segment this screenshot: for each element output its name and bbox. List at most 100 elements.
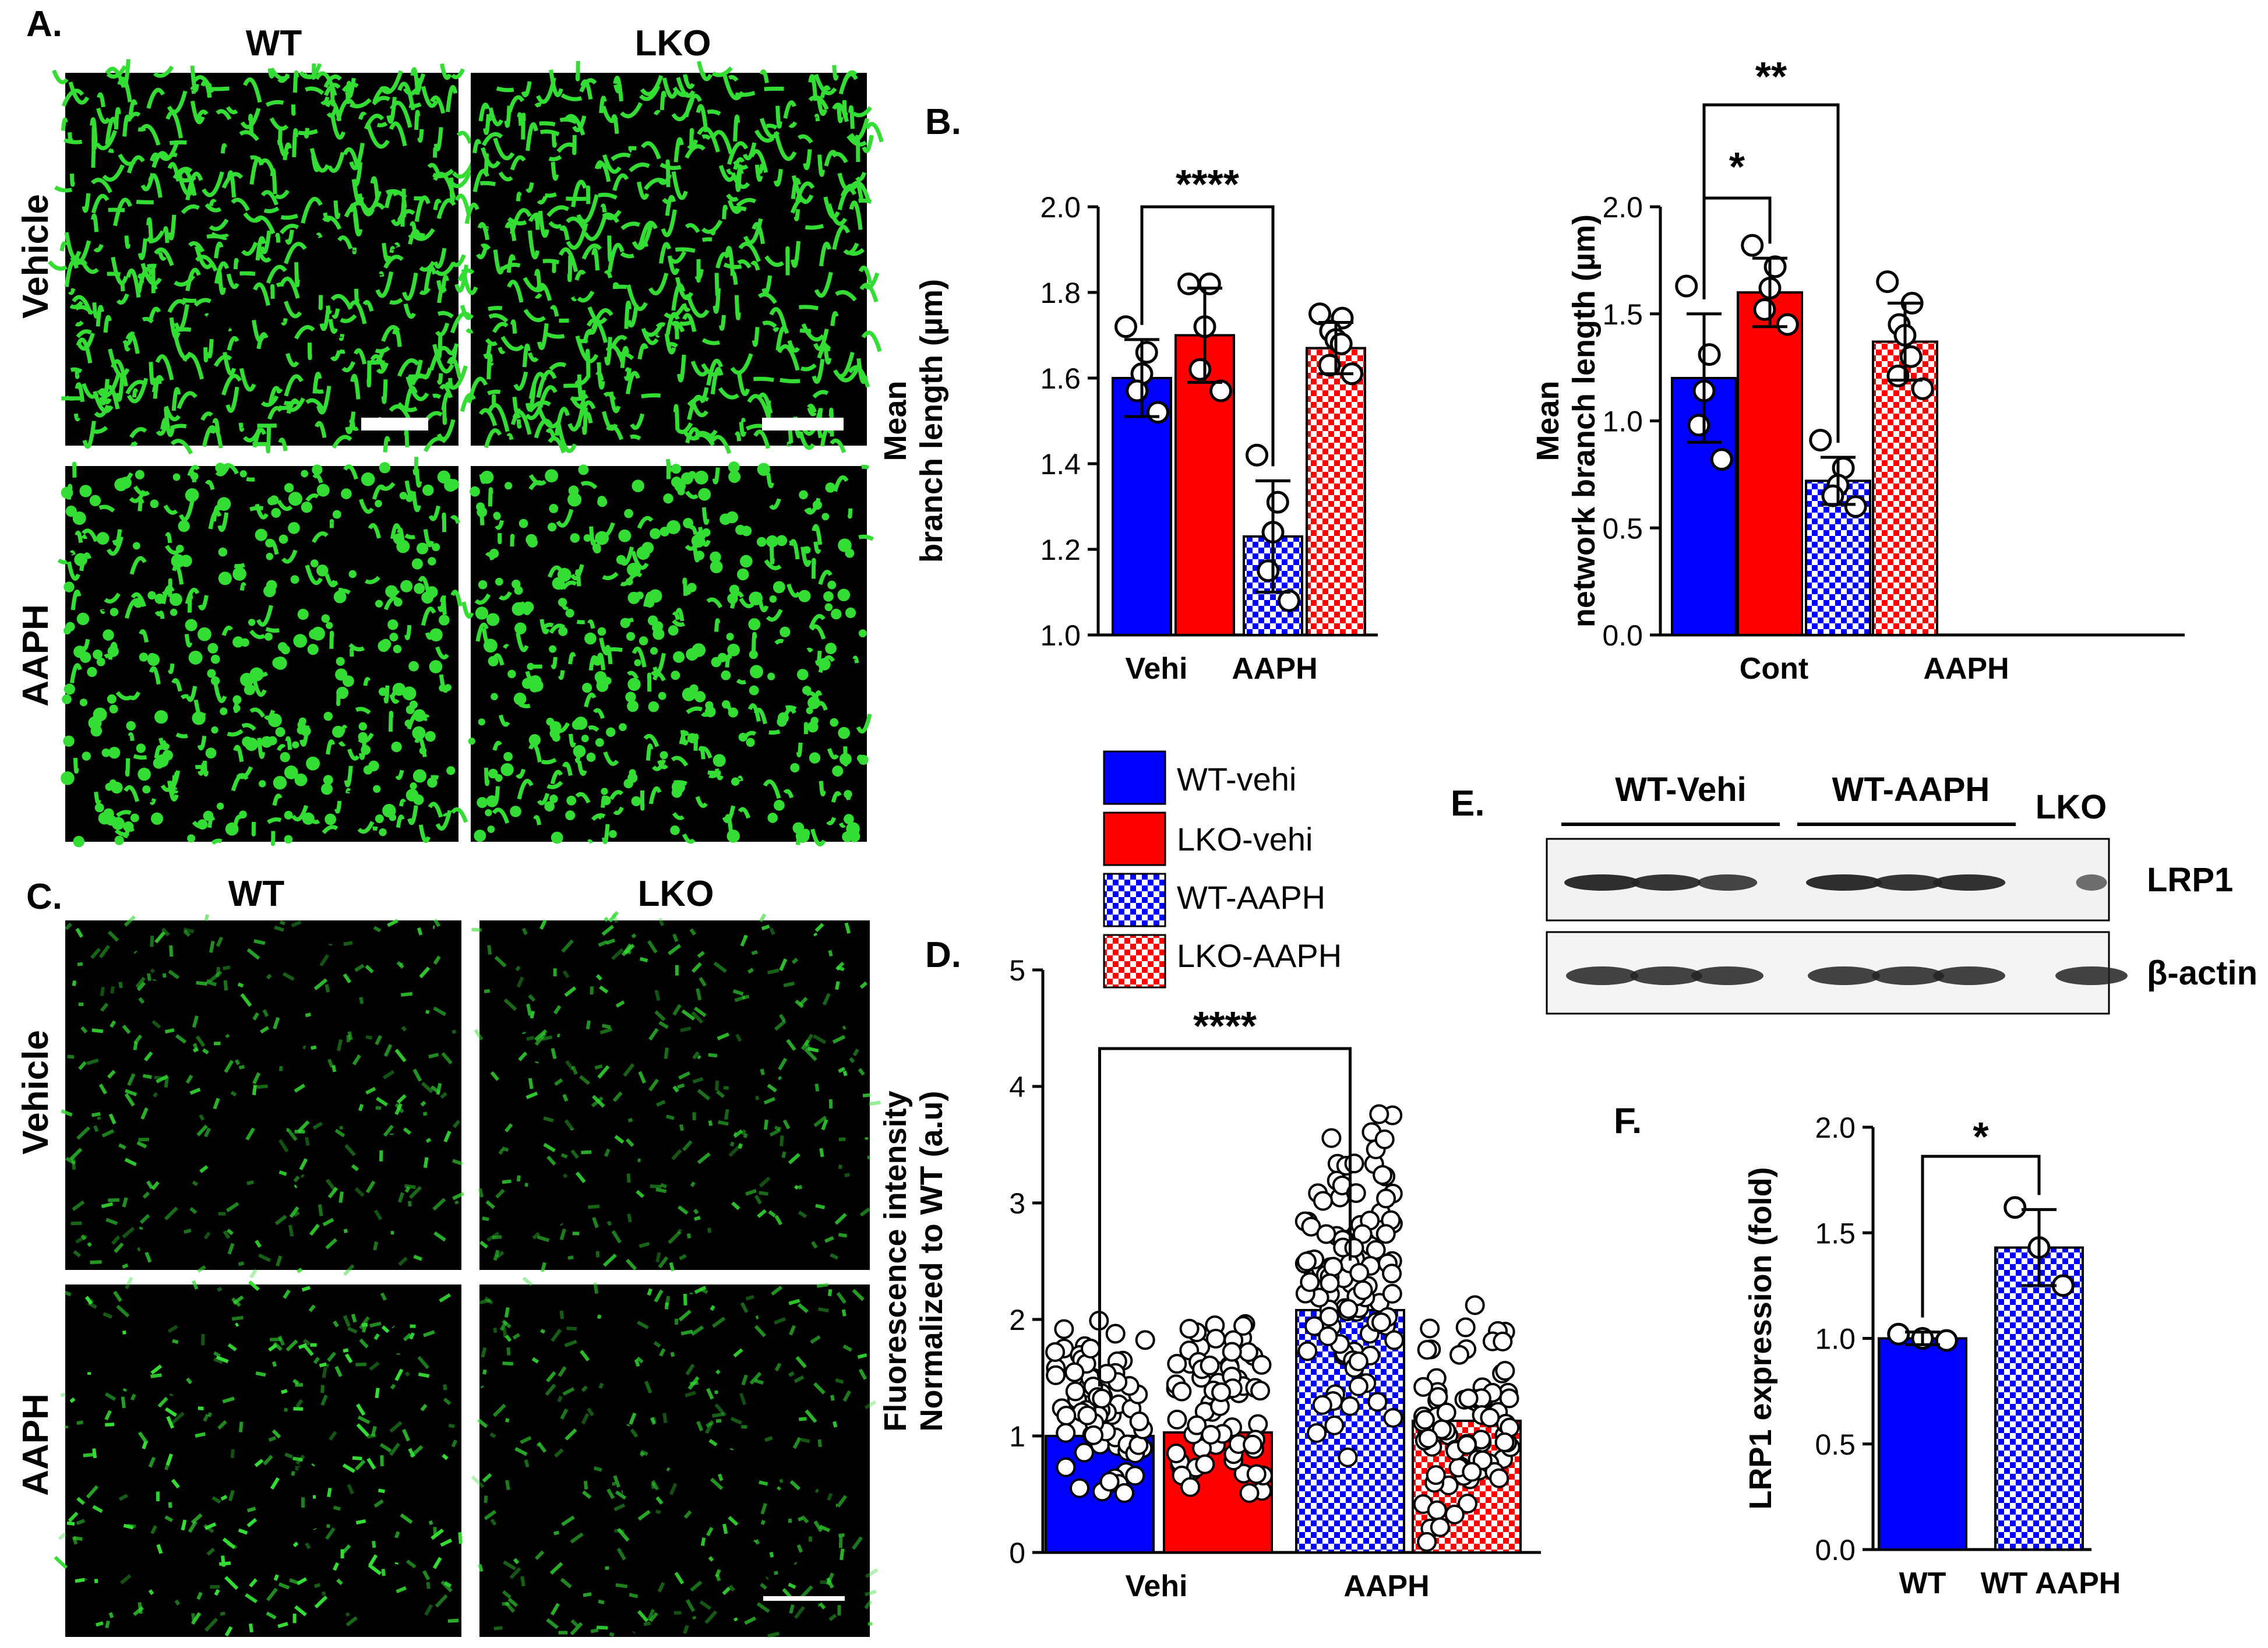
cell-signal bbox=[819, 1148, 824, 1158]
mitochondria-strand bbox=[285, 736, 292, 750]
mitochondria-fragment bbox=[856, 754, 865, 762]
mitochondria-strand bbox=[865, 122, 884, 143]
mitochondria-fragment bbox=[312, 464, 323, 475]
cell-signal bbox=[422, 1570, 431, 1580]
mitochondria-strand bbox=[820, 85, 831, 98]
mitochondria-strand bbox=[537, 196, 548, 204]
mitochondria-fragment bbox=[549, 645, 556, 653]
cell-signal bbox=[403, 1333, 412, 1342]
mitochondria-fragment bbox=[111, 781, 123, 794]
mitochondria-strand bbox=[769, 307, 788, 332]
cell-signal bbox=[697, 951, 705, 958]
cell-signal bbox=[537, 1235, 550, 1243]
mitochondria-strand bbox=[849, 118, 869, 142]
mitochondria-strand bbox=[372, 484, 387, 500]
panel-a-col-wt: WT bbox=[246, 23, 302, 63]
mitochondria-fragment bbox=[154, 710, 168, 724]
mitochondria-fragment bbox=[411, 558, 423, 570]
mitochondria-fragment bbox=[428, 557, 436, 566]
cell-signal bbox=[565, 1428, 577, 1441]
mitochondria-strand bbox=[754, 164, 763, 182]
mitochondria-strand bbox=[668, 342, 678, 348]
mitochondria-strand bbox=[547, 565, 562, 578]
mitochondria-strand bbox=[91, 193, 110, 214]
mitochondria-strand bbox=[862, 135, 874, 153]
cell-signal bbox=[343, 1264, 355, 1276]
cell-signal bbox=[394, 1049, 407, 1063]
cell-signal bbox=[403, 1127, 412, 1135]
mitochondria-strand bbox=[108, 641, 118, 660]
mitochondria-strand bbox=[240, 108, 261, 129]
cell-signal bbox=[818, 1307, 829, 1313]
mitochondria-strand bbox=[739, 422, 747, 437]
mitochondria-strand bbox=[698, 746, 706, 760]
mitochondria-strand bbox=[231, 197, 250, 211]
data-point bbox=[1462, 1462, 1482, 1482]
cell-signal bbox=[783, 982, 795, 987]
cell-signal bbox=[756, 1602, 770, 1613]
mitochondria-fragment bbox=[280, 751, 290, 763]
cell-signal bbox=[171, 1411, 185, 1425]
mitochondria-fragment bbox=[310, 559, 319, 567]
mitochondria-strand bbox=[338, 740, 346, 747]
cell-signal bbox=[400, 991, 413, 997]
mitochondria-strand bbox=[118, 153, 136, 166]
cell-signal bbox=[285, 1339, 298, 1351]
mitochondria-strand bbox=[343, 147, 360, 170]
mitochondria-strand bbox=[69, 301, 83, 309]
cell-signal bbox=[757, 1209, 767, 1218]
cell-signal bbox=[276, 1255, 283, 1267]
y-axis-title-line: Fluorescence intensity bbox=[878, 1091, 913, 1431]
mitochondria-fragment bbox=[278, 534, 288, 544]
mitochondria-strand bbox=[739, 597, 754, 609]
mitochondria-fragment bbox=[416, 542, 429, 555]
mitochondria-strand bbox=[383, 685, 390, 704]
cell-signal bbox=[72, 1200, 85, 1211]
cell-signal bbox=[588, 1204, 600, 1209]
mitochondria-strand bbox=[248, 114, 253, 135]
cell-signal bbox=[154, 931, 166, 944]
cell-signal bbox=[798, 1303, 809, 1314]
mitochondria-fragment bbox=[827, 580, 837, 590]
cell-signal bbox=[650, 1184, 662, 1189]
data-point bbox=[1081, 1339, 1101, 1359]
mitochondria-fragment bbox=[625, 578, 633, 585]
mitochondria-strand bbox=[609, 790, 624, 800]
cell-signal bbox=[647, 1288, 652, 1296]
mitochondria-strand bbox=[492, 807, 510, 824]
cell-signal bbox=[432, 1198, 446, 1211]
cell-signal bbox=[345, 1612, 350, 1617]
cell-signal bbox=[862, 1093, 870, 1098]
mitochondria-fragment bbox=[297, 609, 309, 620]
mitochondria-strand bbox=[291, 804, 309, 821]
mitochondria-strand bbox=[537, 323, 549, 350]
data-point bbox=[1188, 358, 1212, 381]
mitochondria-strand bbox=[433, 147, 438, 158]
mitochondria-strand bbox=[570, 296, 577, 302]
mitochondria-fragment bbox=[586, 752, 596, 762]
mitochondria-strand bbox=[69, 550, 76, 556]
cell-signal bbox=[231, 1297, 241, 1307]
cell-signal bbox=[811, 1241, 818, 1249]
cell-signal bbox=[842, 1070, 848, 1077]
data-point bbox=[1126, 379, 1149, 403]
mitochondria-strand bbox=[601, 105, 619, 123]
mitochondria-strand bbox=[408, 359, 423, 383]
mitochondria-fragment bbox=[170, 608, 178, 616]
mitochondria-strand bbox=[736, 679, 746, 684]
y-tick-label: 5 bbox=[1009, 954, 1025, 987]
mitochondria-strand bbox=[137, 126, 146, 132]
cell-signal bbox=[284, 1452, 293, 1459]
mitochondria-strand bbox=[405, 376, 429, 401]
mitochondria-strand bbox=[604, 337, 612, 366]
mitochondria-strand bbox=[128, 732, 135, 742]
data-point bbox=[1495, 1361, 1515, 1381]
cell-signal bbox=[279, 920, 286, 926]
mitochondria-strand bbox=[260, 395, 279, 407]
micrograph-panel bbox=[479, 920, 870, 1270]
mitochondria-strand bbox=[484, 767, 490, 786]
cell-signal bbox=[836, 1495, 848, 1508]
cell-signal bbox=[838, 1233, 847, 1238]
legend-swatch-wt-aaph bbox=[1103, 873, 1166, 927]
mitochondria-strand bbox=[710, 230, 716, 236]
